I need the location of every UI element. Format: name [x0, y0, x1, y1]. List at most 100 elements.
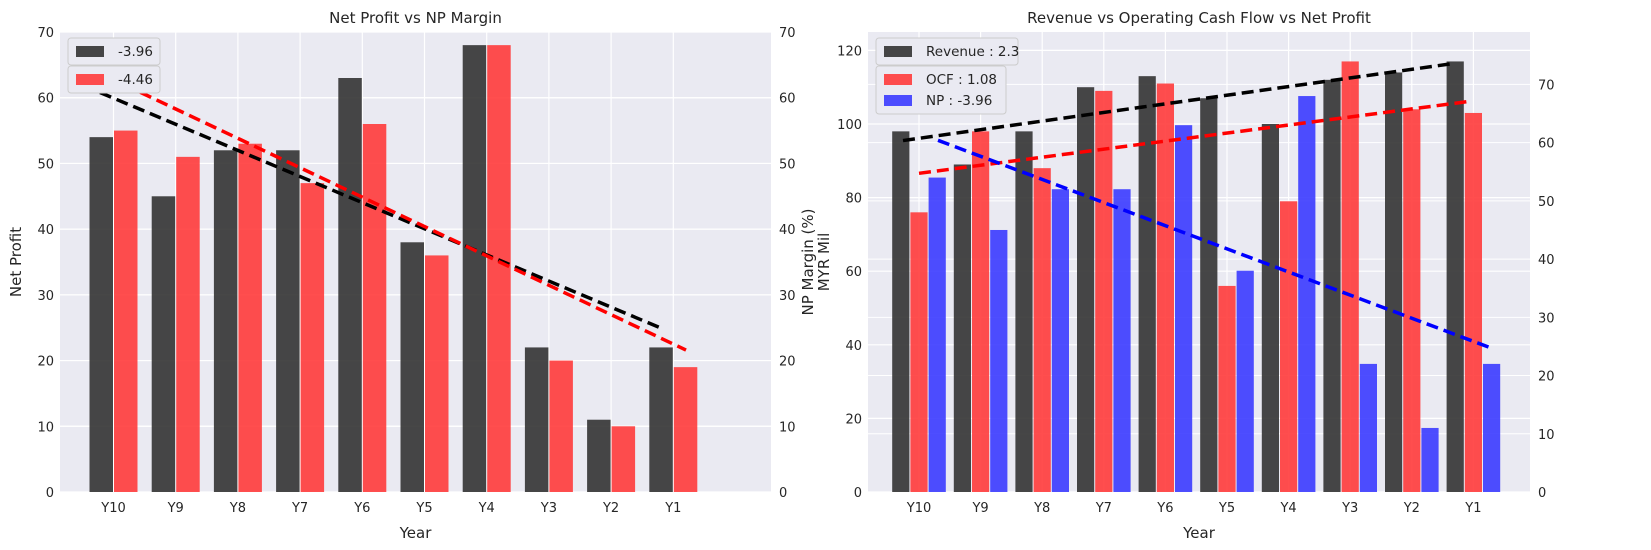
trendlines [99, 82, 687, 352]
y-tick-label: 40 [37, 223, 54, 238]
trendline [99, 90, 661, 330]
x-tick-label: Y2 [1403, 501, 1420, 516]
bar [1446, 61, 1464, 492]
bar [1200, 98, 1218, 493]
bar [487, 45, 511, 493]
bar [1175, 125, 1193, 493]
bar [300, 183, 325, 492]
y2-tick-label: 20 [1538, 370, 1555, 385]
x-tick-labels: Y10 Y9 Y8 Y7 Y6 Y5 Y4 Y3 Y2 Y1 [906, 501, 1482, 516]
legend: -3.96 -4.46 [67, 37, 161, 94]
legend: Revenue : 2.3 OCF : 1.08 NP : -3.96 [875, 37, 1019, 115]
legend-swatch [884, 46, 912, 57]
y2-tick-labels: 0 10 20 30 40 50 60 70 [1538, 78, 1555, 501]
bar [1156, 83, 1174, 493]
x-tick-label: Y10 [906, 501, 931, 516]
y-tick-label: 120 [837, 44, 862, 59]
y-tick-label: 30 [37, 289, 54, 304]
bar [1464, 112, 1482, 493]
bar [524, 347, 549, 492]
bar [114, 130, 138, 493]
bar [276, 150, 300, 493]
legend-swatch [884, 74, 912, 85]
y-tick-label: 10 [37, 420, 54, 435]
legend-label: NP : -3.96 [926, 93, 992, 109]
bar [1236, 270, 1254, 492]
y2-tick-label: 0 [1538, 486, 1546, 501]
y2-tick-label: 20 [779, 355, 796, 370]
y2-tick-label: 70 [1538, 78, 1555, 93]
trendline [918, 99, 1472, 176]
bar [1033, 168, 1051, 492]
bar [176, 156, 200, 492]
trendline [902, 61, 1456, 143]
x-tick-label: Y1 [664, 501, 681, 516]
y2-tick-label: 10 [1538, 428, 1555, 443]
legend-label: Revenue : 2.3 [926, 44, 1019, 60]
legend-swatch [76, 74, 104, 85]
y-tick-label: 0 [46, 486, 54, 501]
bar [1323, 79, 1341, 492]
bar [1218, 285, 1236, 492]
y2-tick-label: 0 [779, 486, 787, 501]
bar [1015, 131, 1033, 493]
bar [1341, 61, 1359, 492]
bar [1421, 427, 1439, 492]
y-tick-label: 20 [845, 412, 862, 427]
bar [1385, 72, 1403, 492]
bar [362, 124, 387, 492]
legend-box [67, 65, 161, 94]
bar [611, 426, 636, 492]
bar [213, 150, 238, 493]
bar [549, 360, 573, 492]
bar [953, 164, 971, 493]
bar [990, 229, 1008, 493]
x-tick-label: Y1 [1464, 501, 1481, 516]
trendline [123, 82, 687, 352]
bar [587, 419, 611, 492]
y-tick-labels: 0 20 40 60 80 100 120 [837, 44, 862, 501]
legend-label: -3.96 [118, 44, 153, 60]
y-tick-label: 100 [837, 118, 862, 133]
y-tick-label: 20 [37, 355, 54, 370]
x-axis-label: Year [1182, 524, 1216, 542]
bar [892, 131, 910, 493]
bar [1483, 363, 1501, 492]
y-tick-label: 60 [845, 265, 862, 280]
bar [1359, 363, 1377, 492]
y-tick-label: 40 [845, 339, 862, 354]
bar [1298, 96, 1316, 493]
bar [1095, 90, 1113, 492]
y2-tick-label: 40 [779, 223, 796, 238]
bar [1280, 201, 1298, 492]
y2-tick-label: 60 [779, 92, 796, 107]
bar [928, 177, 946, 492]
x-tick-label: Y9 [167, 501, 184, 516]
x-tick-label: Y7 [1095, 501, 1112, 516]
x-tick-labels: Y10 Y9 Y8 Y7 Y6 Y5 Y4 Y3 Y2 Y1 [100, 501, 681, 516]
x-tick-label: Y6 [1156, 501, 1173, 516]
y-tick-label: 60 [37, 92, 54, 107]
bar [1113, 189, 1131, 492]
y-axis-label: Net Profit [7, 227, 25, 297]
x-tick-label: Y6 [353, 501, 370, 516]
bar [400, 242, 424, 492]
chart-title: Net Profit vs NP Margin [329, 9, 502, 27]
y2-tick-label: 10 [779, 420, 796, 435]
chart-title: Revenue vs Operating Cash Flow vs Net Pr… [1027, 9, 1371, 27]
y-tick-label: 0 [854, 486, 862, 501]
legend-label: -4.46 [118, 72, 153, 88]
x-tick-label: Y2 [602, 501, 619, 516]
bar [910, 212, 928, 492]
bar [1077, 87, 1095, 492]
y2-axis-label: NP Margin (%) [799, 209, 817, 316]
y2-tick-label: 50 [1538, 195, 1555, 210]
x-tick-label: Y8 [229, 501, 246, 516]
x-axis-label: Year [399, 524, 433, 542]
legend-box [67, 37, 161, 66]
bar [338, 78, 362, 492]
y2-tick-label: 40 [1538, 253, 1555, 268]
x-tick-label: Y7 [291, 501, 308, 516]
